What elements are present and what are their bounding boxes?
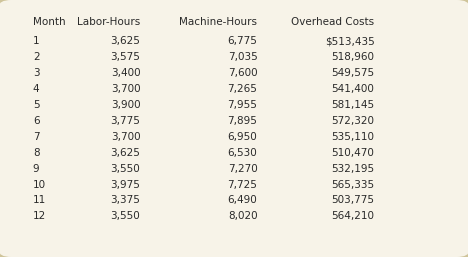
Text: 565,335: 565,335 [331, 180, 374, 189]
Text: 7,270: 7,270 [227, 164, 257, 173]
Text: 12: 12 [33, 212, 46, 221]
Text: 7,725: 7,725 [227, 180, 257, 189]
Text: 3,700: 3,700 [111, 132, 140, 142]
Text: 3,625: 3,625 [110, 148, 140, 158]
Text: 3,625: 3,625 [110, 36, 140, 46]
Text: 7,600: 7,600 [228, 68, 257, 78]
Text: 3,775: 3,775 [110, 116, 140, 126]
Text: 3,700: 3,700 [111, 84, 140, 94]
Text: 518,960: 518,960 [331, 52, 374, 62]
Text: 7,955: 7,955 [227, 100, 257, 110]
Text: Machine-Hours: Machine-Hours [179, 17, 257, 27]
Text: $513,435: $513,435 [325, 36, 374, 46]
Text: Labor-Hours: Labor-Hours [77, 17, 140, 27]
Text: 6,490: 6,490 [227, 196, 257, 205]
Text: 3,575: 3,575 [110, 52, 140, 62]
Text: 7,035: 7,035 [227, 52, 257, 62]
Text: 8,020: 8,020 [228, 212, 257, 221]
Text: 10: 10 [33, 180, 46, 189]
Text: 535,110: 535,110 [331, 132, 374, 142]
Text: 510,470: 510,470 [331, 148, 374, 158]
Text: 6,950: 6,950 [227, 132, 257, 142]
Text: 572,320: 572,320 [331, 116, 374, 126]
Text: 3,375: 3,375 [110, 196, 140, 205]
Text: 549,575: 549,575 [331, 68, 374, 78]
Text: 3,900: 3,900 [111, 100, 140, 110]
Text: Overhead Costs: Overhead Costs [291, 17, 374, 27]
Text: 2: 2 [33, 52, 39, 62]
Text: 3: 3 [33, 68, 39, 78]
Text: 3,550: 3,550 [110, 212, 140, 221]
Text: 564,210: 564,210 [331, 212, 374, 221]
Text: 7: 7 [33, 132, 39, 142]
Text: 532,195: 532,195 [331, 164, 374, 173]
Text: 6,775: 6,775 [227, 36, 257, 46]
Text: 6: 6 [33, 116, 39, 126]
Text: 1: 1 [33, 36, 39, 46]
Text: 503,775: 503,775 [331, 196, 374, 205]
Text: 9: 9 [33, 164, 39, 173]
Text: 7,265: 7,265 [227, 84, 257, 94]
Text: 581,145: 581,145 [331, 100, 374, 110]
Text: 541,400: 541,400 [331, 84, 374, 94]
Text: 5: 5 [33, 100, 39, 110]
Text: 7,895: 7,895 [227, 116, 257, 126]
Text: 11: 11 [33, 196, 46, 205]
Text: 6,530: 6,530 [227, 148, 257, 158]
Text: 3,550: 3,550 [110, 164, 140, 173]
Text: 3,400: 3,400 [111, 68, 140, 78]
Text: 8: 8 [33, 148, 39, 158]
Text: Month: Month [33, 17, 66, 27]
Text: 3,975: 3,975 [110, 180, 140, 189]
Text: 4: 4 [33, 84, 39, 94]
